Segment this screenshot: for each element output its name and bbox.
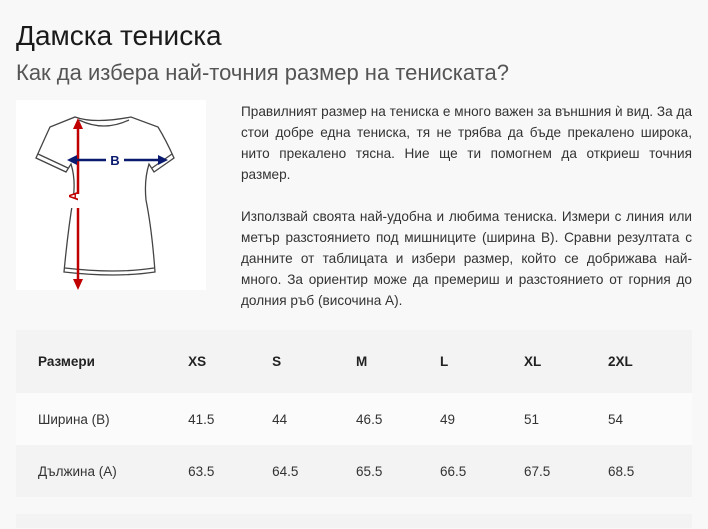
row-label: Дължина (А) [38, 463, 117, 479]
table-row-width: Ширина (В) 41.5 44 46.5 49 51 54 [16, 393, 692, 445]
size-guide-description: Правилният размер на тениска е много важ… [241, 101, 692, 332]
description-paragraph: Използвай своята най-удобна и любима тен… [241, 209, 692, 308]
table-cell: 68.5 [607, 463, 635, 479]
table-spacer [16, 497, 692, 514]
table-cell: 66.5 [440, 463, 467, 479]
header-sizes: Размери [38, 354, 95, 369]
table-cell: 63.5 [188, 463, 215, 479]
header-s: S [272, 354, 282, 369]
header-xs: XS [188, 354, 207, 369]
table-cell: 65.5 [356, 463, 383, 479]
row-label: Ширина (В) [38, 411, 110, 427]
table-cell: 54 [607, 411, 623, 427]
arrow-b: B [67, 153, 168, 168]
arrow-a: A [66, 118, 85, 290]
header-m: M [356, 354, 368, 369]
label-a: A [66, 191, 81, 201]
header-xl: XL [523, 354, 542, 369]
header-2xl: 2XL [607, 354, 633, 369]
table-footer-strip [16, 514, 692, 528]
page-subtitle: Как да избера най-точния размер на тенис… [16, 60, 509, 85]
tshirt-measurement-diagram: A B [16, 100, 206, 290]
table-cell: 64.5 [272, 463, 299, 479]
table-cell: 41.5 [188, 411, 215, 427]
size-table: Размери XS S M L XL 2XL Ширина (В) 41.5 … [16, 330, 692, 528]
table-row-length: Дължина (А) 63.5 64.5 65.5 66.5 67.5 68.… [16, 445, 692, 497]
page-title: Дамска тениска [16, 20, 222, 51]
table-cell: 46.5 [356, 411, 383, 427]
label-b: B [110, 153, 119, 168]
table-cell: 49 [440, 411, 456, 427]
table-cell: 51 [523, 411, 540, 427]
table-cell: 44 [272, 411, 288, 427]
tshirt-icon: A B [35, 116, 175, 290]
description-paragraph: Правилният размер на тениска е много важ… [241, 104, 692, 182]
table-header-row: Размери XS S M L XL 2XL [16, 330, 692, 393]
header-l: L [440, 354, 449, 369]
table-cell: 67.5 [523, 463, 551, 479]
